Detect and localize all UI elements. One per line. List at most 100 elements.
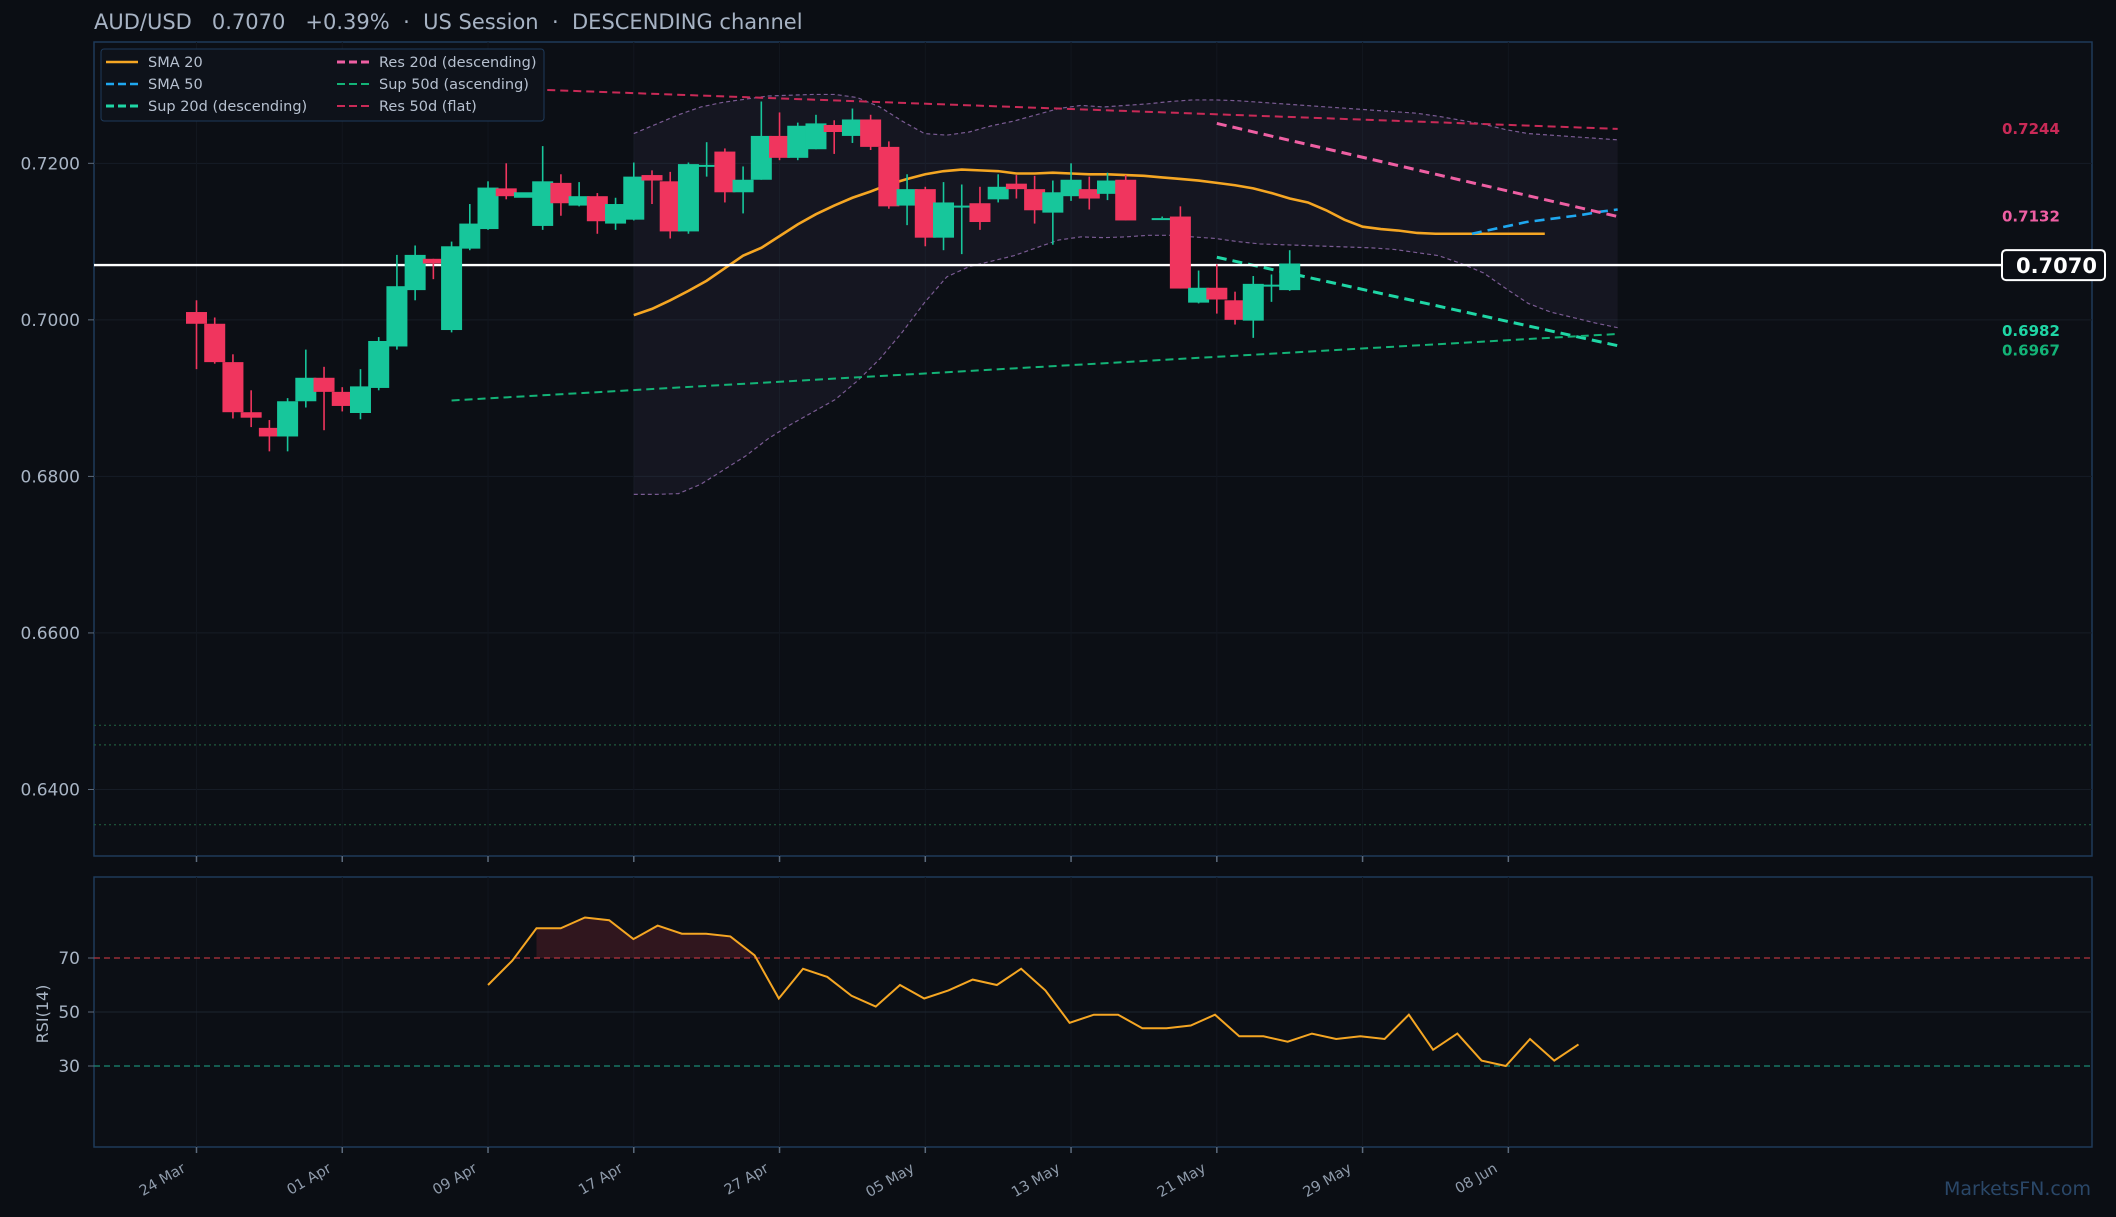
legend-label: SMA 50 [148, 77, 203, 93]
candle-body [513, 192, 535, 198]
legend-label: Sup 50d (ascending) [379, 77, 529, 93]
candle-body [313, 377, 335, 392]
candle-body [277, 401, 299, 437]
session: US Session [423, 10, 539, 34]
candle-body [914, 189, 936, 238]
candle-body [696, 164, 718, 167]
chart-frames [93, 41, 2093, 1148]
candle-body [677, 164, 699, 232]
candle-body [750, 135, 772, 180]
candle-body [1024, 189, 1046, 211]
candle-body [422, 258, 444, 264]
candle-body [769, 135, 791, 158]
x-tick-label: 05 May [863, 1160, 917, 1201]
current-price-label: 0.7070 [2016, 254, 2097, 278]
x-tick-label: 27 Apr [722, 1161, 772, 1199]
candle-body [1242, 283, 1264, 321]
candle-body [368, 340, 390, 388]
y-tick-label: 0.6400 [21, 780, 80, 800]
candle-body [386, 286, 408, 347]
candle-body [732, 179, 754, 193]
candle-body [787, 125, 809, 158]
rsi-y-tick-label: 50 [58, 1003, 80, 1023]
x-tick-label: 01 Apr [285, 1161, 335, 1199]
y-tick-label: 0.7000 [21, 311, 80, 331]
candle-body [933, 202, 955, 238]
chart-header: AUD/USD 0.7070 +0.39% · US Session · DES… [94, 10, 803, 34]
candle-body [1042, 192, 1064, 213]
candle-body [532, 181, 554, 226]
candle-body [568, 196, 590, 206]
rsi-y-tick-label: 30 [58, 1057, 80, 1077]
y-tick-label: 0.7200 [21, 154, 80, 174]
candle-body [878, 146, 900, 207]
series-line-res-20d-descending- [1216, 121, 1618, 219]
rsi-overbought-fill [536, 917, 755, 958]
candle-body [295, 377, 317, 402]
candle-body [240, 412, 262, 418]
legend-label: Sup 20d (descending) [148, 99, 307, 115]
legend: SMA 20 SMA 50 Sup 20d (descending) Res 20d … [100, 48, 545, 122]
y-tick-label: 0.6800 [21, 467, 80, 487]
candle-body [1115, 179, 1137, 221]
candle-body [1188, 287, 1210, 303]
candle-body [441, 246, 463, 331]
candle-body [1169, 216, 1191, 289]
candle-body [222, 362, 244, 413]
watermark: MarketsFN.com [1944, 1178, 2091, 1200]
candle-body [987, 186, 1009, 200]
candle-body [1206, 287, 1228, 300]
candle-body [896, 189, 918, 206]
price-change: +0.39% [305, 10, 390, 34]
channel-type: DESCENDING channel [572, 10, 803, 34]
x-tick-label: 08 Jun [1453, 1161, 1501, 1198]
line-value-label: 0.7132 [2002, 208, 2060, 226]
rsi-axis-label: RSI(14) [33, 985, 52, 1044]
candle-body [404, 254, 426, 291]
candle-body [1151, 218, 1173, 221]
candle-body [951, 205, 973, 208]
current-price-tag [2001, 249, 2106, 282]
candle-body [186, 312, 207, 324]
bollinger-upper [633, 93, 1618, 141]
legend-label: Res 20d (descending) [379, 55, 536, 71]
candle-body [1078, 189, 1100, 199]
series-line-sma-20 [633, 168, 1545, 317]
x-tick-label: 17 Apr [576, 1161, 626, 1199]
legend-label: Res 50d (flat) [379, 99, 477, 115]
candle-body [841, 119, 863, 136]
candle-body [550, 182, 572, 204]
candle-body [823, 124, 845, 133]
line-value-label: 0.7244 [2002, 120, 2060, 138]
legend-box [100, 48, 545, 122]
candle-body [459, 223, 481, 249]
candle-body [714, 151, 736, 193]
x-tick-label: 09 Apr [430, 1161, 480, 1199]
line-value-label: 0.6982 [2002, 322, 2060, 340]
candle-body [204, 323, 226, 363]
x-tick-label: 13 May [1009, 1160, 1063, 1201]
bollinger-lower [633, 234, 1618, 495]
rsi-y-tick-label: 70 [58, 949, 80, 969]
candles [186, 101, 1301, 452]
candle-body [1224, 300, 1246, 320]
candle-body [349, 386, 371, 413]
rsi-panel [94, 916, 2092, 1068]
candle-body [659, 181, 681, 232]
grid [94, 42, 2092, 1147]
candle-body [331, 391, 353, 406]
candle-body [586, 196, 608, 222]
symbol: AUD/USD [94, 10, 192, 34]
candle-body [805, 123, 827, 150]
candle-body [1260, 284, 1282, 287]
line-value-label: 0.6967 [2002, 342, 2060, 360]
x-tick-label: 21 May [1155, 1160, 1209, 1201]
candle-body [1097, 180, 1118, 194]
candle-body [495, 188, 517, 197]
price-panel-frame [93, 41, 2093, 857]
candle-body [1005, 183, 1027, 190]
last-price: 0.7070 [211, 10, 286, 34]
level-lines [94, 724, 2092, 826]
candle-body [258, 427, 280, 437]
